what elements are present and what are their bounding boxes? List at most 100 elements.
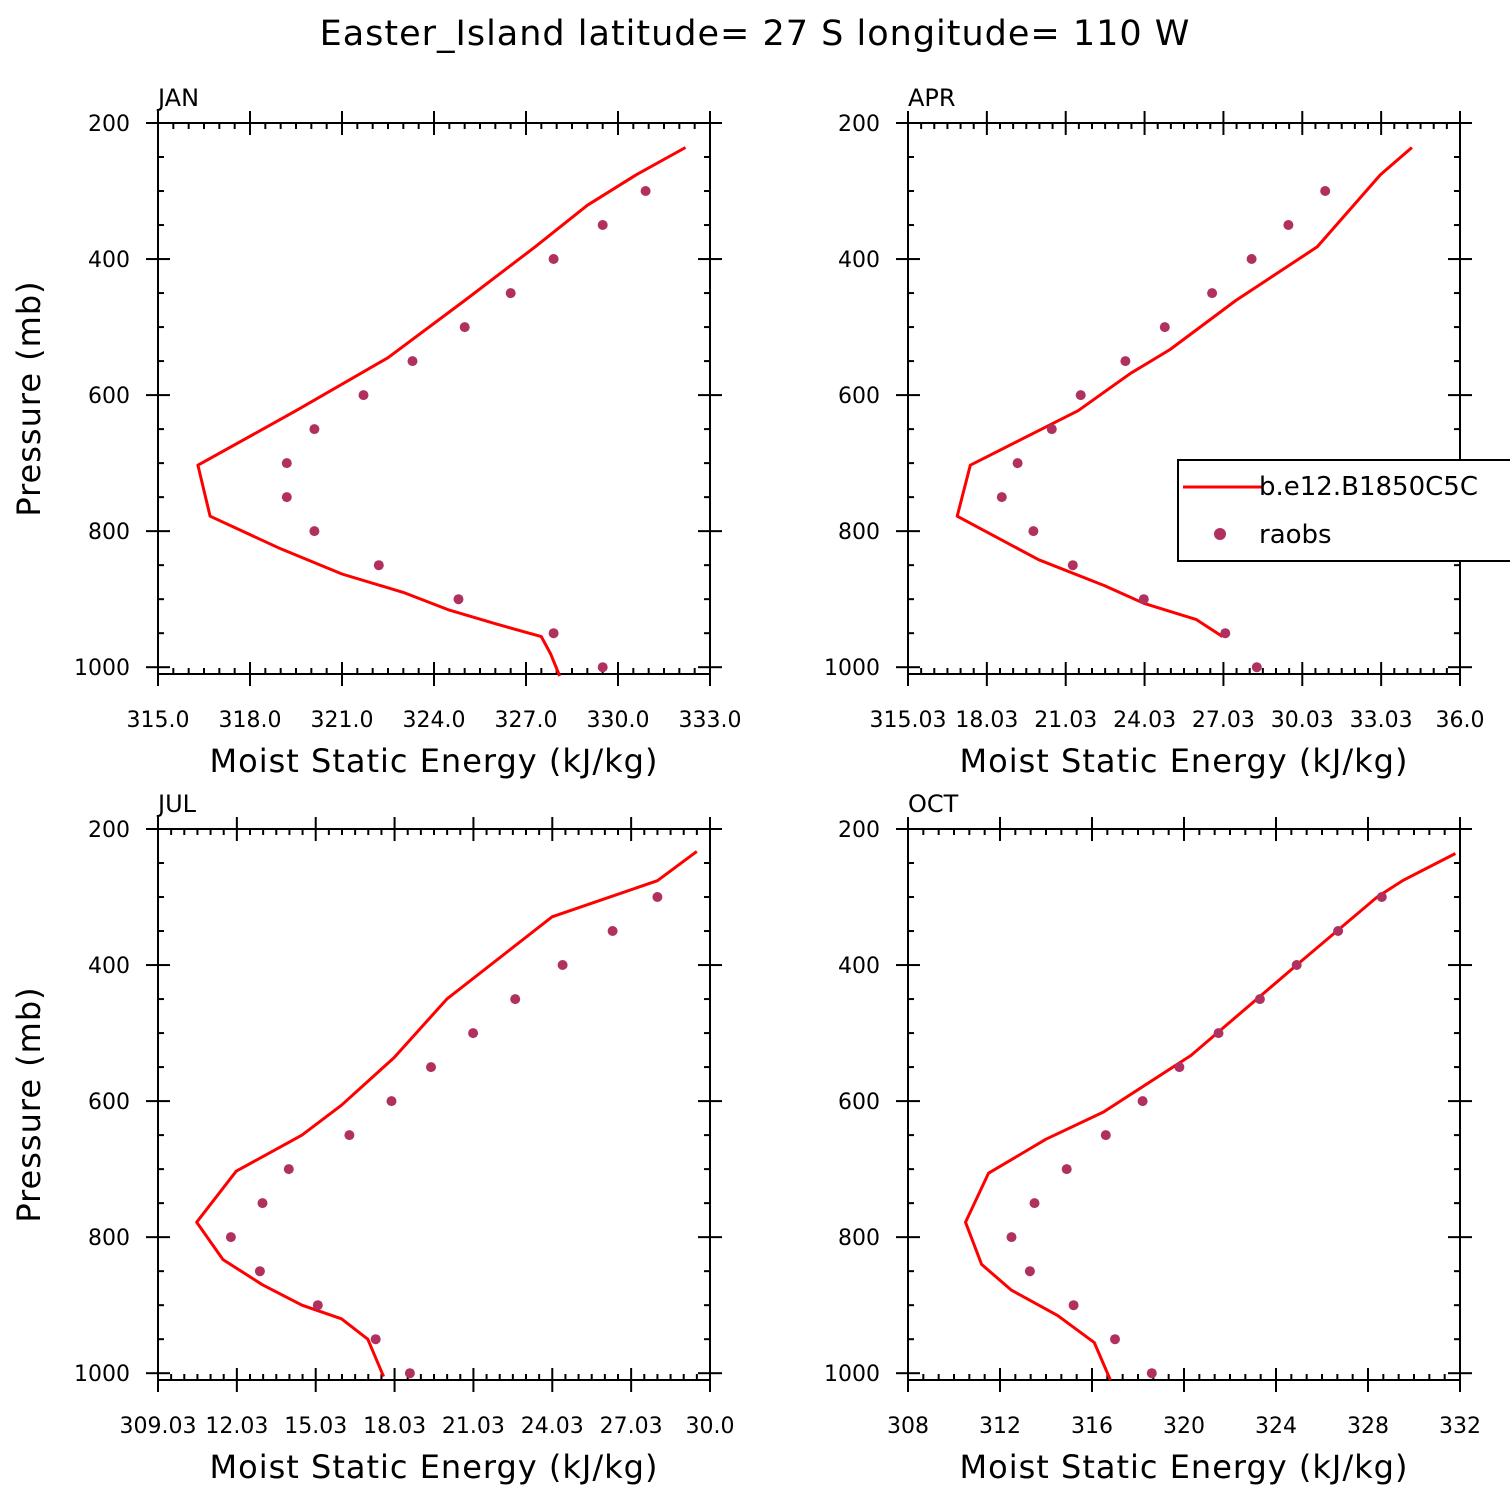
plot-frame xyxy=(157,122,711,675)
x-axis-title: Moist Static Energy (kJ/kg) xyxy=(210,1448,659,1486)
raobs-point xyxy=(358,390,369,401)
raobs-point xyxy=(1024,1266,1035,1277)
raobs-point xyxy=(607,926,618,936)
panel-label: APR xyxy=(908,84,956,112)
raobs-point xyxy=(1138,594,1149,605)
x-tick-label: 27.03 xyxy=(600,1414,663,1439)
x-tick-label: 36.0 xyxy=(1436,708,1485,733)
y-tick-label: 1000 xyxy=(824,1362,880,1387)
raobs-point xyxy=(1333,926,1344,936)
raobs-point xyxy=(281,458,292,469)
raobs-point xyxy=(505,288,516,299)
y-axis-title: Pressure (mb) xyxy=(10,986,48,1222)
raobs-point xyxy=(1068,1300,1079,1311)
raobs-point xyxy=(1246,254,1257,264)
figure-title: Easter_Island latitude= 27 S longitude= … xyxy=(320,14,1191,54)
raobs-point xyxy=(344,1130,355,1141)
y-tick-label: 600 xyxy=(88,1090,130,1115)
legend-box xyxy=(1177,459,1510,562)
y-axis-title: Pressure (mb) xyxy=(10,280,48,516)
raobs-point xyxy=(1254,994,1265,1005)
x-tick-label: 328 xyxy=(1347,1414,1389,1439)
y-tick-label: 800 xyxy=(838,1226,880,1251)
plot-frame xyxy=(157,828,711,1381)
raobs-point xyxy=(1207,288,1218,299)
raobs-point xyxy=(557,960,568,970)
x-tick-label: 324 xyxy=(1255,1414,1297,1439)
plot-frame xyxy=(907,828,1461,1381)
x-tick-label: 30.03 xyxy=(1271,708,1334,733)
raobs-point xyxy=(1159,322,1170,333)
x-tick-label: 315.03 xyxy=(870,708,947,733)
y-tick-label: 200 xyxy=(838,112,880,137)
raobs-point xyxy=(1061,1164,1072,1175)
raobs-point xyxy=(312,1300,323,1311)
legend-obs-marker xyxy=(1214,528,1226,540)
raobs-point xyxy=(254,1266,265,1277)
raobs-point xyxy=(996,492,1007,503)
raobs-point xyxy=(370,1334,381,1345)
x-tick-label: 332 xyxy=(1439,1414,1481,1439)
raobs-point xyxy=(1100,1130,1111,1141)
y-tick-label: 600 xyxy=(838,1090,880,1115)
x-axis-title: Moist Static Energy (kJ/kg) xyxy=(960,1448,1409,1486)
y-tick-label: 400 xyxy=(838,248,880,273)
raobs-point xyxy=(386,1096,397,1107)
raobs-point xyxy=(1029,1198,1040,1209)
x-tick-label: 30.0 xyxy=(686,1414,735,1439)
y-tick-label: 200 xyxy=(88,818,130,843)
panel-label: JAN xyxy=(156,84,199,112)
raobs-point xyxy=(548,628,559,639)
x-tick-label: 321.0 xyxy=(311,708,374,733)
raobs-point xyxy=(1006,1232,1017,1243)
panel-label: OCT xyxy=(908,790,959,818)
x-tick-label: 333.0 xyxy=(679,708,742,733)
raobs-point xyxy=(373,560,384,571)
x-tick-label: 308 xyxy=(887,1414,929,1439)
x-tick-label: 18.03 xyxy=(955,708,1018,733)
x-tick-label: 24.03 xyxy=(1113,708,1176,733)
y-tick-label: 800 xyxy=(88,520,130,545)
y-tick-label: 1000 xyxy=(824,656,880,681)
y-tick-label: 400 xyxy=(838,954,880,979)
raobs-point xyxy=(1174,1062,1185,1073)
raobs-point xyxy=(1110,1334,1120,1345)
raobs-point xyxy=(1283,220,1294,230)
raobs-point xyxy=(1067,560,1078,571)
raobs-point xyxy=(225,1232,236,1243)
panel-oct: OCT 200 400 600 800 1000 308 312 316 320 324 328 332… xyxy=(824,790,1481,1486)
raobs-point xyxy=(548,254,559,264)
raobs-point xyxy=(453,594,464,605)
panel-jan: JAN 200 400 600 800 1000 315.0 318.0 321.0 324.0 3… xyxy=(10,84,741,780)
model-line xyxy=(196,146,687,677)
raobs-point xyxy=(597,662,608,673)
raobs-point xyxy=(257,1198,268,1209)
raobs-point xyxy=(1146,1368,1157,1379)
x-tick-label: 24.03 xyxy=(521,1414,584,1439)
raobs-point xyxy=(281,492,292,503)
x-tick-label: 316 xyxy=(1071,1414,1113,1439)
x-tick-label: 320 xyxy=(1163,1414,1205,1439)
x-tick-label: 21.03 xyxy=(442,1414,505,1439)
panel-label: JUL xyxy=(156,790,197,818)
raobs-point xyxy=(407,356,418,367)
model-line xyxy=(964,852,1457,1381)
raobs-point xyxy=(1320,186,1331,196)
x-tick-label: 312 xyxy=(979,1414,1021,1439)
y-tick-label: 600 xyxy=(838,384,880,409)
raobs-point xyxy=(1213,1028,1224,1039)
x-tick-label: 309.03 xyxy=(120,1414,197,1439)
x-tick-label: 21.03 xyxy=(1034,708,1097,733)
raobs-point xyxy=(459,322,470,333)
raobs-point xyxy=(1028,526,1039,537)
raobs-point xyxy=(309,526,320,537)
y-tick-label: 200 xyxy=(88,112,130,137)
x-tick-label: 330.0 xyxy=(587,708,650,733)
x-tick-label: 324.0 xyxy=(403,708,466,733)
y-tick-label: 400 xyxy=(88,954,130,979)
raobs-point xyxy=(426,1062,436,1073)
y-tick-label: 1000 xyxy=(74,1362,130,1387)
plot-frame xyxy=(907,122,1461,675)
raobs-point xyxy=(1012,458,1023,469)
x-tick-label: 27.03 xyxy=(1192,708,1255,733)
